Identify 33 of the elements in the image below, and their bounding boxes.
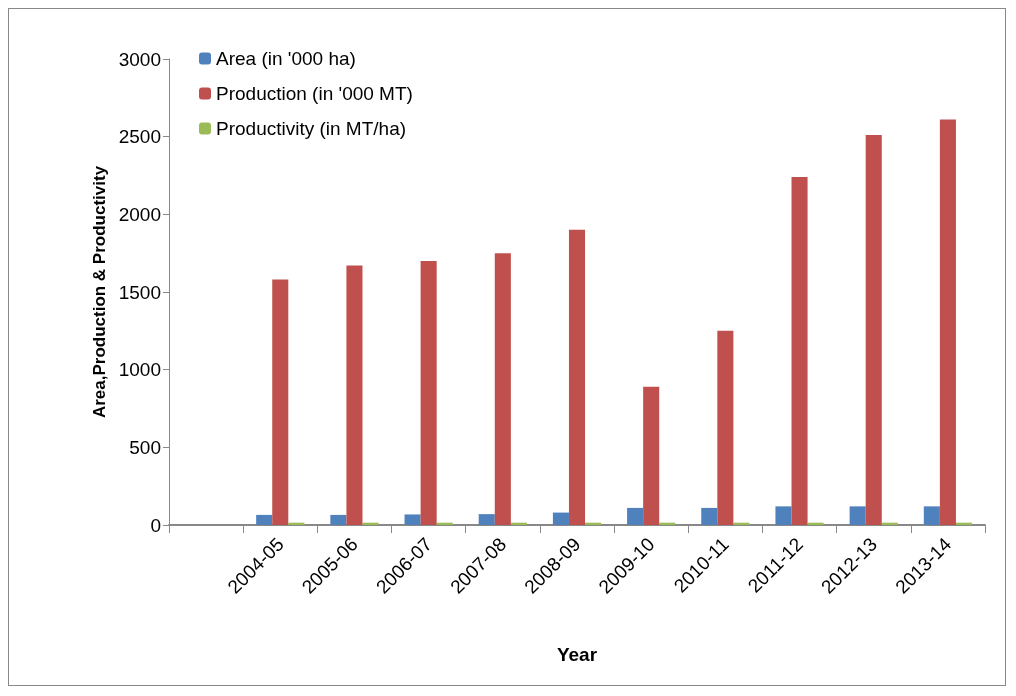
bar — [330, 514, 347, 525]
bar — [865, 135, 882, 525]
legend-label: Production (in '000 MT) — [216, 83, 413, 104]
y-tick-label: 3000 — [118, 48, 161, 70]
bar — [272, 279, 289, 525]
bar — [256, 514, 273, 525]
bar — [923, 506, 940, 525]
bar — [717, 330, 734, 525]
bar — [568, 229, 586, 525]
bar — [362, 522, 379, 525]
bar — [775, 506, 792, 525]
y-axis-title: Area,Production & Productivity — [89, 165, 109, 419]
bar — [420, 260, 437, 525]
y-tick-label: 500 — [129, 436, 161, 458]
y-tick-label: 2000 — [118, 203, 161, 225]
bar — [939, 119, 956, 525]
bar — [404, 514, 421, 525]
bar — [494, 253, 511, 525]
y-tick-label: 1500 — [118, 281, 161, 303]
bar — [552, 512, 569, 525]
bar — [627, 507, 644, 525]
x-axis-title: Year — [556, 644, 598, 665]
y-tick-label: 2500 — [118, 126, 161, 148]
bar — [346, 265, 363, 525]
y-tick-label: 0 — [150, 514, 161, 536]
bar — [643, 386, 660, 525]
legend-label: Productivity (in MT/ha) — [216, 118, 407, 139]
bar — [701, 507, 718, 525]
legend-label: Area (in '000 ha) — [216, 48, 356, 69]
bar — [478, 514, 495, 525]
bar — [849, 506, 866, 525]
y-tick-label: 1000 — [118, 359, 161, 381]
bar — [791, 177, 808, 525]
